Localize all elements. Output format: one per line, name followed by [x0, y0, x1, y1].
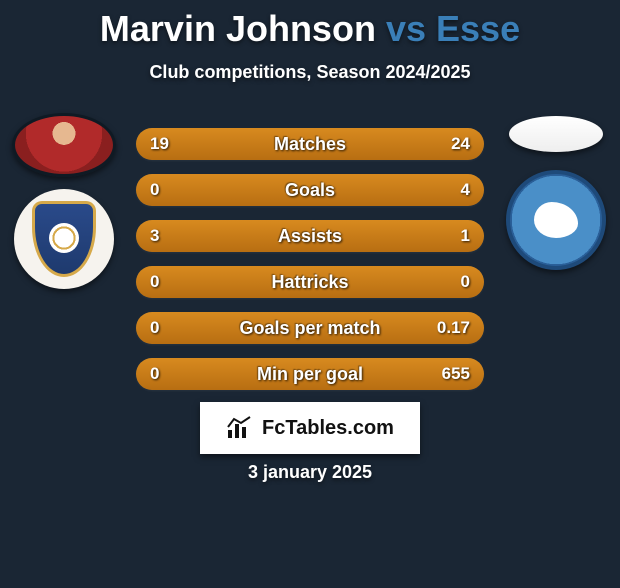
stat-row-min-per-goal: 0Min per goal655 — [136, 358, 484, 390]
left-column — [8, 113, 120, 289]
stats-bars: 19Matches240Goals43Assists10Hattricks00G… — [136, 128, 484, 404]
stat-value-right: 4 — [461, 174, 470, 206]
stat-label: Min per goal — [136, 358, 484, 390]
date-label: 3 january 2025 — [0, 462, 620, 483]
stat-value-right: 24 — [451, 128, 470, 160]
brand-text: FcTables.com — [262, 417, 394, 440]
brand-chart-icon — [226, 416, 254, 440]
page-title: Marvin Johnson vs Esse — [0, 8, 620, 50]
right-column — [500, 116, 612, 270]
stat-row-goals-per-match: 0Goals per match0.17 — [136, 312, 484, 344]
player1-name: Marvin Johnson — [100, 8, 376, 49]
stat-value-right: 0.17 — [437, 312, 470, 344]
stat-label: Matches — [136, 128, 484, 160]
player2-avatar — [509, 116, 603, 152]
player1-crest — [14, 189, 114, 289]
stat-value-right: 1 — [461, 220, 470, 252]
stat-value-right: 655 — [442, 358, 470, 390]
stat-label: Hattricks — [136, 266, 484, 298]
stat-row-goals: 0Goals4 — [136, 174, 484, 206]
vs-label: vs — [386, 8, 426, 49]
stat-label: Assists — [136, 220, 484, 252]
stat-row-matches: 19Matches24 — [136, 128, 484, 160]
owl-crest-icon — [32, 201, 96, 277]
stat-row-assists: 3Assists1 — [136, 220, 484, 252]
stat-value-right: 0 — [461, 266, 470, 298]
stat-label: Goals — [136, 174, 484, 206]
player1-avatar — [12, 113, 116, 177]
player2-crest — [506, 170, 606, 270]
stat-row-hattricks: 0Hattricks0 — [136, 266, 484, 298]
subtitle: Club competitions, Season 2024/2025 — [0, 62, 620, 83]
brand-badge: FcTables.com — [200, 402, 420, 454]
stat-label: Goals per match — [136, 312, 484, 344]
player2-name: Esse — [436, 8, 520, 49]
